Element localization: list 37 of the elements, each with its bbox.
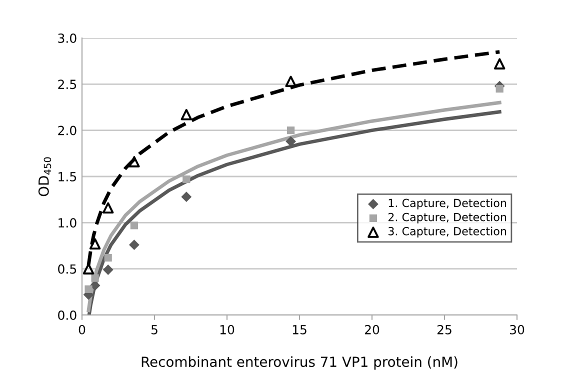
x-tick-label: 15 (292, 325, 306, 334)
point (84, 285, 92, 293)
x-tick-label: 30 (510, 324, 524, 334)
point (286, 126, 295, 134)
point (129, 240, 140, 250)
y-tick-label: 0.5 (58, 264, 76, 274)
x-tick-label: 20 (364, 324, 380, 334)
x-tick-label: 5 (151, 325, 158, 334)
x-tick-label: 25 (437, 324, 452, 334)
point (104, 254, 112, 262)
y-tick-label: 3.0 (58, 33, 76, 43)
point (494, 58, 506, 70)
point (91, 274, 99, 282)
point (286, 136, 296, 147)
y-axis-title: OD$_{450}$ (38, 157, 52, 196)
point (128, 156, 140, 168)
point (130, 222, 138, 230)
legend-label: 3. Capture, Detection (388, 226, 506, 238)
point (102, 264, 114, 275)
point (182, 175, 190, 184)
y-tick-label: 2.0 (58, 126, 76, 136)
point (102, 202, 114, 214)
point (181, 192, 192, 202)
y-tick-label: 1.0 (58, 218, 76, 228)
point (89, 238, 101, 250)
point (180, 109, 192, 120)
x-tick-label: 0 (78, 324, 86, 334)
legend-label: 1. Capture, Detection (388, 198, 506, 210)
x-axis-title: Recombinant enterovirus 71 VP1 protein (nM) (142, 356, 458, 370)
y-tick-label: 0.0 (58, 310, 76, 320)
point (496, 84, 504, 93)
legend-label: 2. Capture, Detection (388, 212, 506, 224)
y-tick-label: 2.5 (58, 80, 76, 90)
y-tick-label: 1.5 (58, 172, 76, 182)
point (82, 263, 94, 274)
x-tick-label: 10 (220, 324, 234, 334)
point (285, 76, 296, 88)
